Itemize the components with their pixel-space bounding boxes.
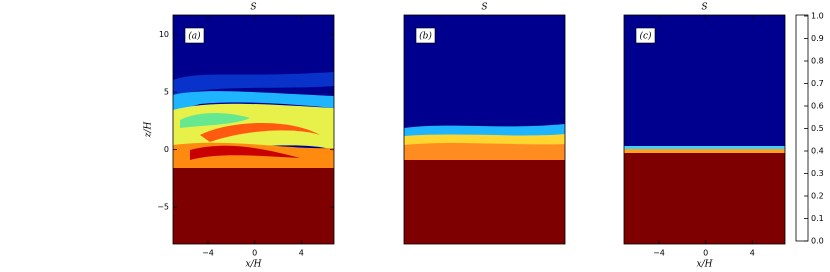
colorbar-tick-label: 0.6 <box>811 102 824 111</box>
x-axis-label: x/H <box>246 260 262 270</box>
x-tick-label: −4 <box>653 249 665 258</box>
colorbar-tick-label: 0.3 <box>811 169 824 178</box>
colorbar-tick-label: 0.2 <box>811 192 824 201</box>
axes-frame <box>172 14 335 245</box>
colorbar-tick-label: 0.1 <box>811 214 824 223</box>
field-b <box>404 15 565 244</box>
y-tick-label: 10 <box>159 30 169 39</box>
x-tick-label: −4 <box>202 249 214 258</box>
x-tick-label: 4 <box>750 249 755 258</box>
panel-title: S <box>250 3 256 13</box>
x-tick-label: 0 <box>252 249 257 258</box>
panel-label: (a) <box>188 31 201 42</box>
panel-label-box <box>635 27 656 44</box>
colorbar-tick-label: 0.8 <box>811 57 824 66</box>
panel-title: S <box>481 3 487 13</box>
colorbar-tick-label: 0.4 <box>811 147 824 156</box>
axes-frame <box>623 14 786 245</box>
panel-title: S <box>701 3 707 13</box>
y-tick-label: 5 <box>164 88 169 97</box>
panel-label: (b) <box>419 31 432 42</box>
x-tick-label: 4 <box>299 249 304 258</box>
colorbar-tick-label: 0.9 <box>811 34 824 43</box>
panel-label-box <box>184 27 205 44</box>
panel-label-box <box>415 27 436 44</box>
colorbar-tick-label: 0.5 <box>811 124 824 133</box>
y-tick-label: −5 <box>157 203 169 212</box>
axes-frame <box>403 14 566 245</box>
x-axis-label: x/H <box>697 260 713 270</box>
colorbar-tick-label: 0.7 <box>811 79 824 88</box>
y-axis-label: z/H <box>144 122 154 139</box>
x-tick-label: 0 <box>703 249 708 258</box>
y-tick-label: 0 <box>164 145 169 154</box>
colorbar <box>795 14 809 242</box>
colorbar-tick-label: 0.0 <box>811 237 824 246</box>
colorbar-tick-label: 1.0 <box>811 12 824 21</box>
panel-label: (c) <box>639 31 652 42</box>
field-a <box>173 15 334 244</box>
field-c <box>624 15 785 244</box>
